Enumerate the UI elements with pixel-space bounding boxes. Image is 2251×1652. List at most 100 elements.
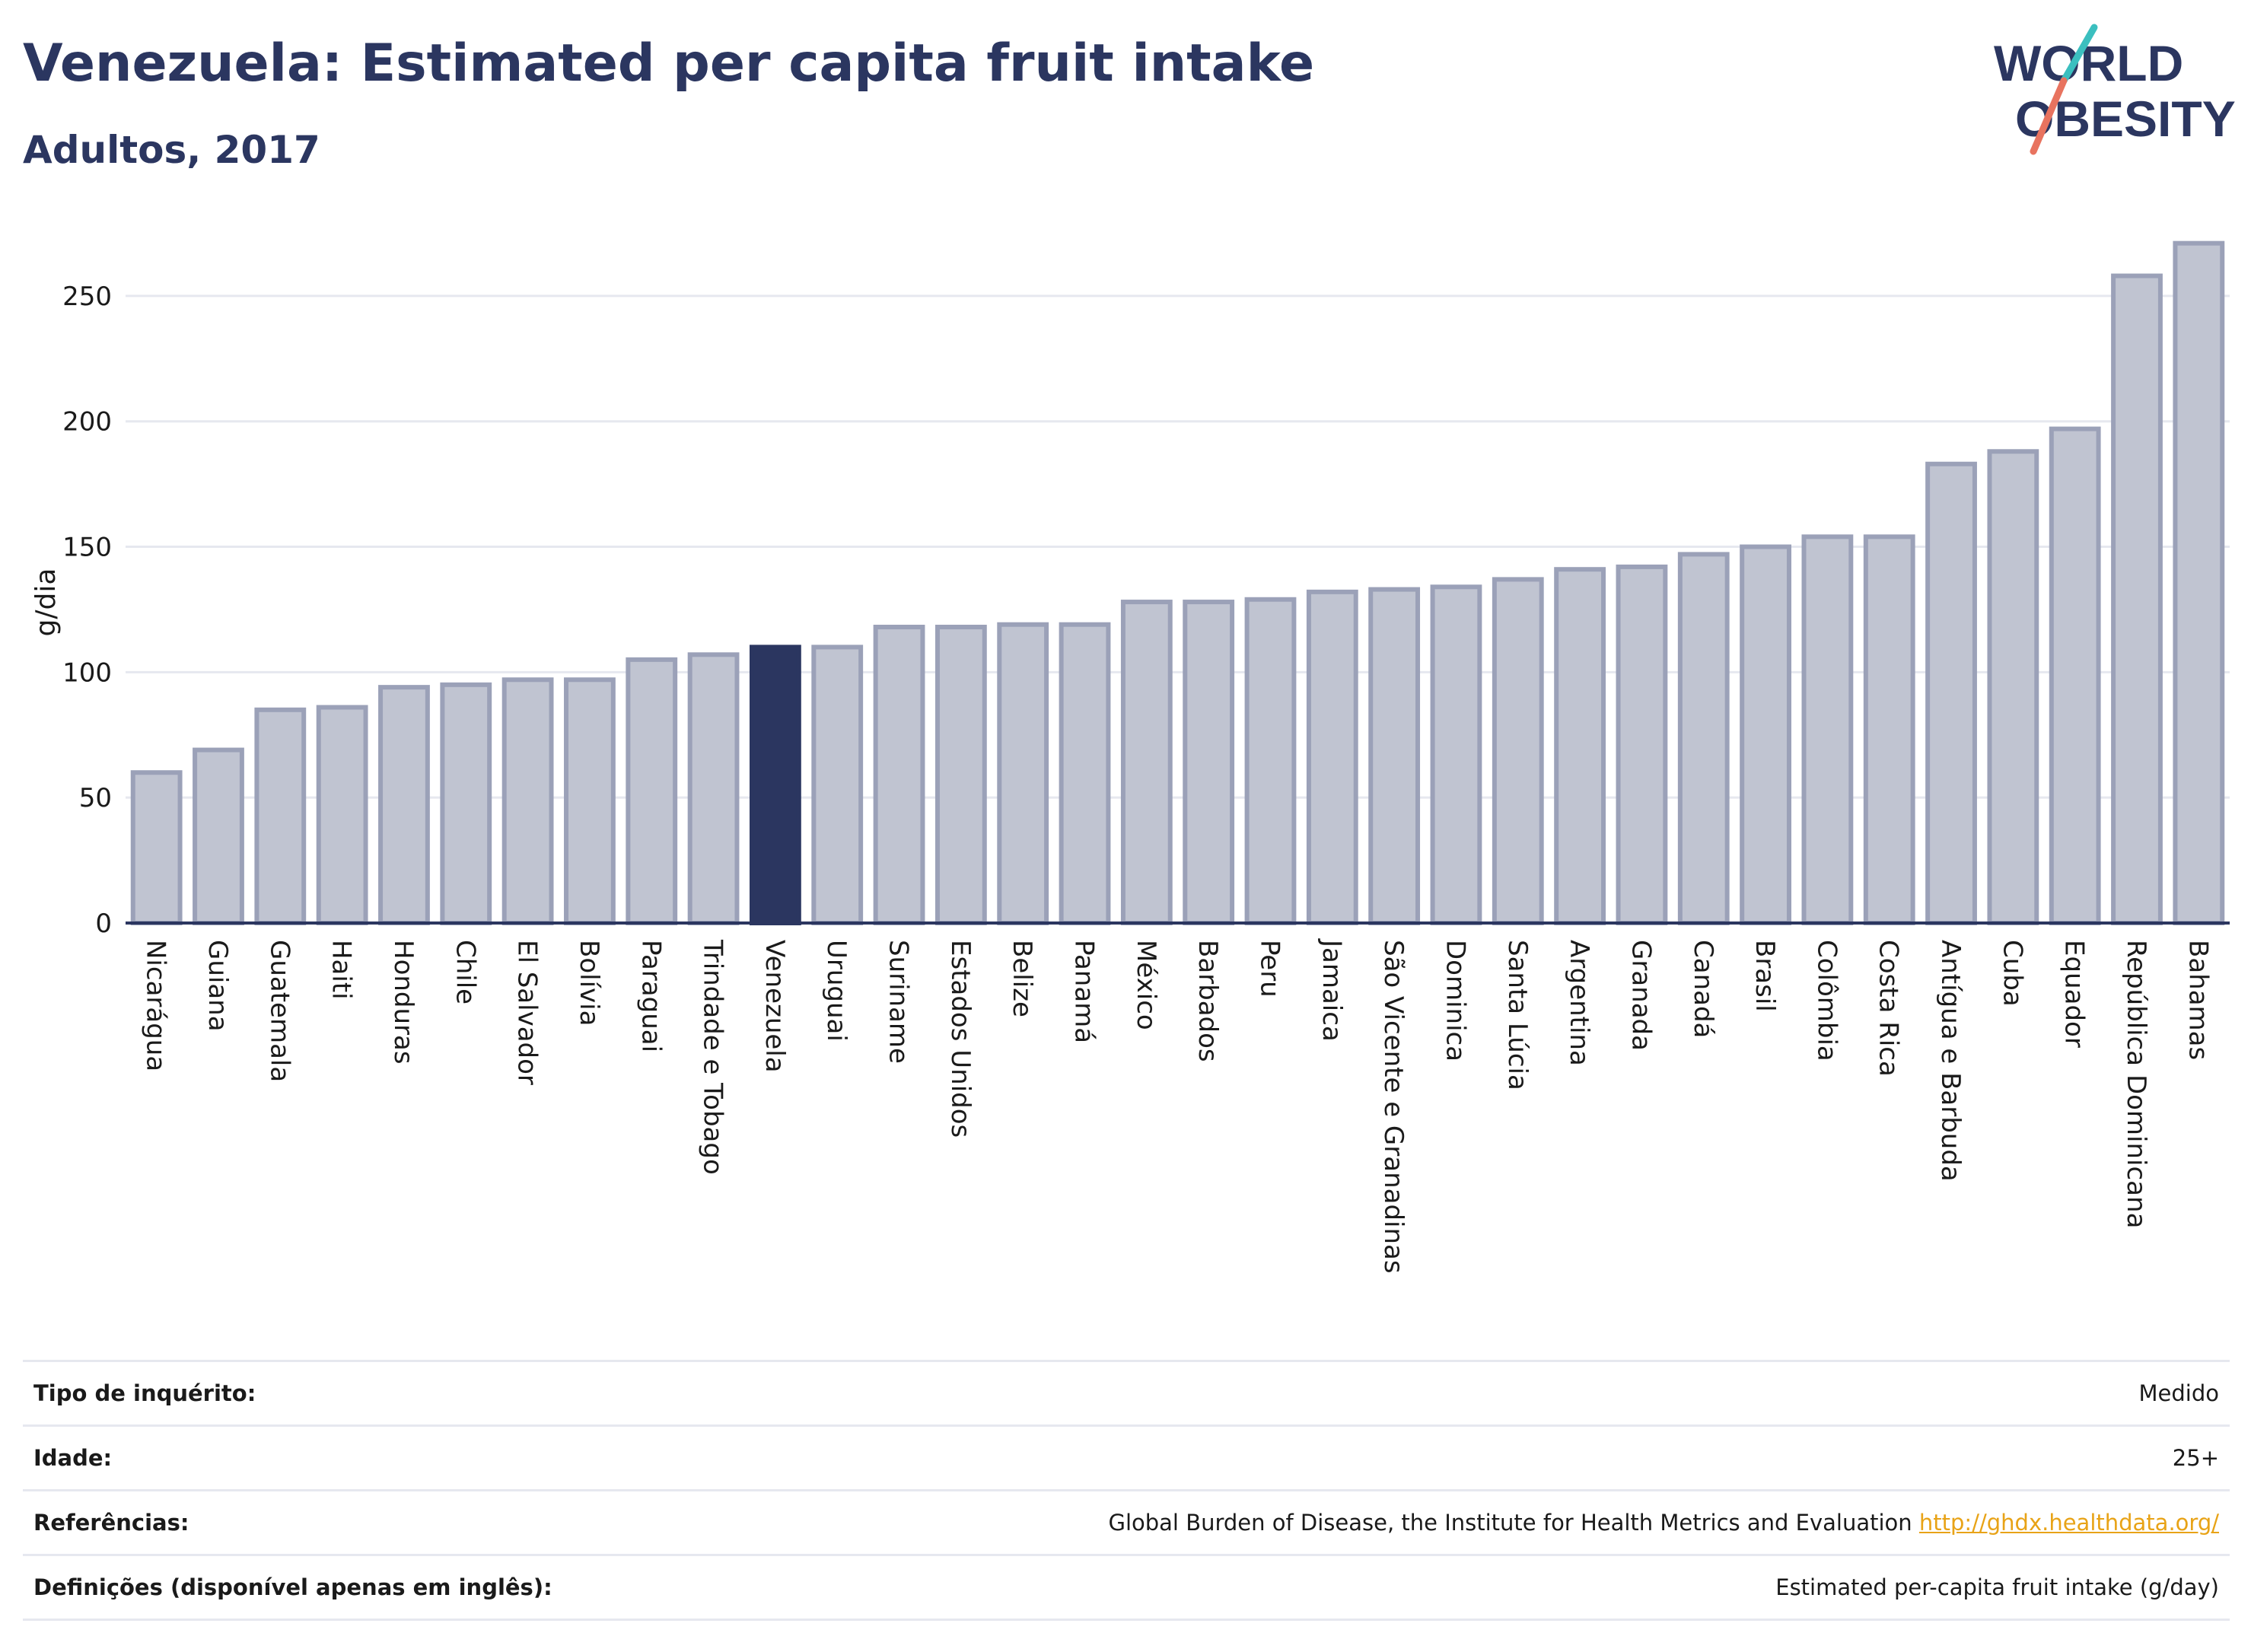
x-tick-label: Nicarágua [141, 940, 171, 1071]
x-tick-label: Panamá [1069, 940, 1100, 1043]
x-tick-label: México [1131, 940, 1161, 1030]
x-tick-label: Guiana [202, 940, 233, 1032]
bar [1183, 600, 1235, 925]
y-tick-label: 150 [62, 533, 112, 563]
info-value-text: Global Burden of Disease, the Institute … [1108, 1510, 1912, 1536]
x-tick-label: São Vicente e Granadinas [1378, 940, 1409, 1274]
x-tick-label: Argentina [1564, 940, 1594, 1066]
bar [1863, 534, 1915, 925]
bar [254, 707, 307, 926]
x-tick-label: Granada [1625, 940, 1656, 1051]
x-tick-label: Costa Rica [1874, 940, 1904, 1077]
x-tick-label: Guatemala [264, 940, 295, 1082]
x-tick-label: Cuba [1997, 940, 2027, 1007]
bar [316, 705, 368, 925]
info-row: Tipo de inquérito: Medido [23, 1360, 2230, 1424]
x-tick-label: Santa Lúcia [1502, 940, 1533, 1090]
info-label: Definições (disponível apenas em inglês)… [33, 1574, 552, 1600]
info-label: Referências: [33, 1510, 189, 1536]
bar [626, 657, 678, 925]
bar [1925, 461, 1977, 925]
bar [1492, 577, 1544, 925]
info-value: Global Burden of Disease, the Institute … [1108, 1510, 2219, 1536]
x-tick-label: Canadá [1688, 940, 1718, 1038]
info-label: Tipo de inquérito: [33, 1380, 256, 1406]
info-value: Medido [2139, 1380, 2219, 1406]
x-tick-label: Equador [2059, 940, 2090, 1048]
bar [2173, 240, 2225, 925]
y-tick-label: 250 [62, 282, 112, 312]
x-tick-label: Dominica [1440, 940, 1470, 1062]
x-tick-label: República Dominicana [2121, 940, 2151, 1228]
x-tick-label: Bahamas [2183, 940, 2213, 1060]
bar [687, 652, 740, 926]
x-tick-label: Honduras [388, 940, 419, 1065]
x-tick-label: Barbados [1192, 940, 1223, 1062]
y-tick-label: 50 [79, 783, 112, 813]
info-value-text: Medido [2138, 1380, 2219, 1406]
x-tick-label: Estados Unidos [945, 940, 976, 1138]
bar [501, 677, 554, 925]
y-axis-label: g/dia [30, 568, 62, 637]
y-tick-label: 200 [62, 407, 112, 438]
x-tick-label: Paraguai [635, 940, 666, 1052]
bar [1120, 600, 1173, 925]
x-tick-label: Bolívia [574, 940, 604, 1026]
bar [997, 622, 1049, 925]
x-tick-label: Trindade e Tobago [698, 939, 728, 1175]
bar [934, 625, 987, 925]
bar [1554, 567, 1606, 925]
bar [1368, 587, 1421, 925]
logo-slash-teal [2060, 24, 2098, 84]
page-title: Venezuela: Estimated per capita fruit in… [23, 33, 1315, 94]
x-tick-label: Antígua e Barbuda [1935, 940, 1966, 1182]
bar [2111, 273, 2163, 925]
info-value: Estimated per-capita fruit intake (g/day… [1775, 1574, 2219, 1600]
x-tick-label: Suriname [884, 940, 914, 1064]
logo-slash-coral [2030, 77, 2068, 155]
bar [1801, 534, 1854, 925]
x-tick-label: Belize [1007, 940, 1037, 1017]
bar [1430, 584, 1482, 925]
info-value-text: Estimated per-capita fruit intake (g/day… [1775, 1574, 2219, 1600]
logo-line-1: WORLD [1994, 35, 2183, 91]
bar [1306, 589, 1358, 925]
info-row: Definições (disponível apenas em inglês)… [23, 1554, 2230, 1621]
bar [1740, 544, 1791, 925]
info-row: Referências: Global Burden of Disease, th… [23, 1489, 2230, 1554]
bar [1059, 622, 1111, 925]
x-tick-label: Uruguai [821, 940, 852, 1042]
bar [193, 747, 244, 926]
x-tick-label: Jamaica [1317, 938, 1347, 1042]
info-table: Tipo de inquérito: Medido Idade: 25+ Referên… [23, 1360, 2230, 1621]
x-tick-label: Colômbia [1811, 940, 1842, 1062]
bar [2049, 426, 2101, 925]
bar [130, 770, 183, 926]
bar [873, 625, 925, 925]
page-subtitle: Adultos, 2017 [23, 128, 320, 172]
x-tick-label: Chile [450, 940, 480, 1004]
bar [1987, 449, 2039, 925]
info-label: Idade: [33, 1445, 113, 1471]
bar [749, 645, 801, 926]
bar-chart: 0 50 100 150 200 250 g/dia Nicarágua Guiana Guate… [30, 240, 2230, 1274]
info-value-text: 25+ [2172, 1445, 2219, 1471]
x-tick-label: Brasil [1750, 940, 1780, 1012]
world-obesity-logo[interactable]: WORLD OBESITY [1979, 18, 2237, 163]
bar [1244, 597, 1297, 926]
bar [440, 682, 492, 925]
info-row: Idade: 25+ [23, 1424, 2230, 1489]
y-tick-label: 100 [62, 657, 112, 688]
bar [811, 645, 864, 926]
x-tick-label: Peru [1254, 940, 1285, 998]
reference-link[interactable]: http://ghdx.healthdata.org/ [1918, 1510, 2219, 1536]
info-value: 25+ [2173, 1445, 2219, 1471]
y-tick-label: 0 [95, 909, 112, 939]
bar [1616, 564, 1668, 926]
x-tick-label: Haiti [326, 940, 357, 1000]
x-tick-label: El Salvador [512, 940, 543, 1085]
bar [564, 677, 616, 925]
bar [378, 685, 430, 926]
x-tick-label: Venezuela [759, 940, 790, 1073]
bar [1677, 552, 1730, 925]
